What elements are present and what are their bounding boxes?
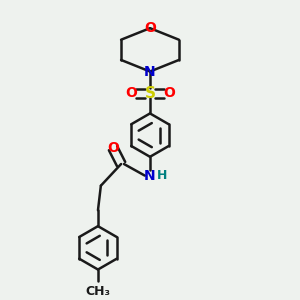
Text: N: N [144, 169, 156, 183]
Text: CH₃: CH₃ [85, 285, 110, 298]
Text: H: H [157, 169, 167, 182]
Text: O: O [125, 86, 137, 100]
Text: O: O [144, 21, 156, 35]
Text: N: N [144, 64, 156, 79]
Text: S: S [145, 86, 155, 101]
Text: O: O [163, 86, 175, 100]
Text: O: O [107, 141, 119, 155]
